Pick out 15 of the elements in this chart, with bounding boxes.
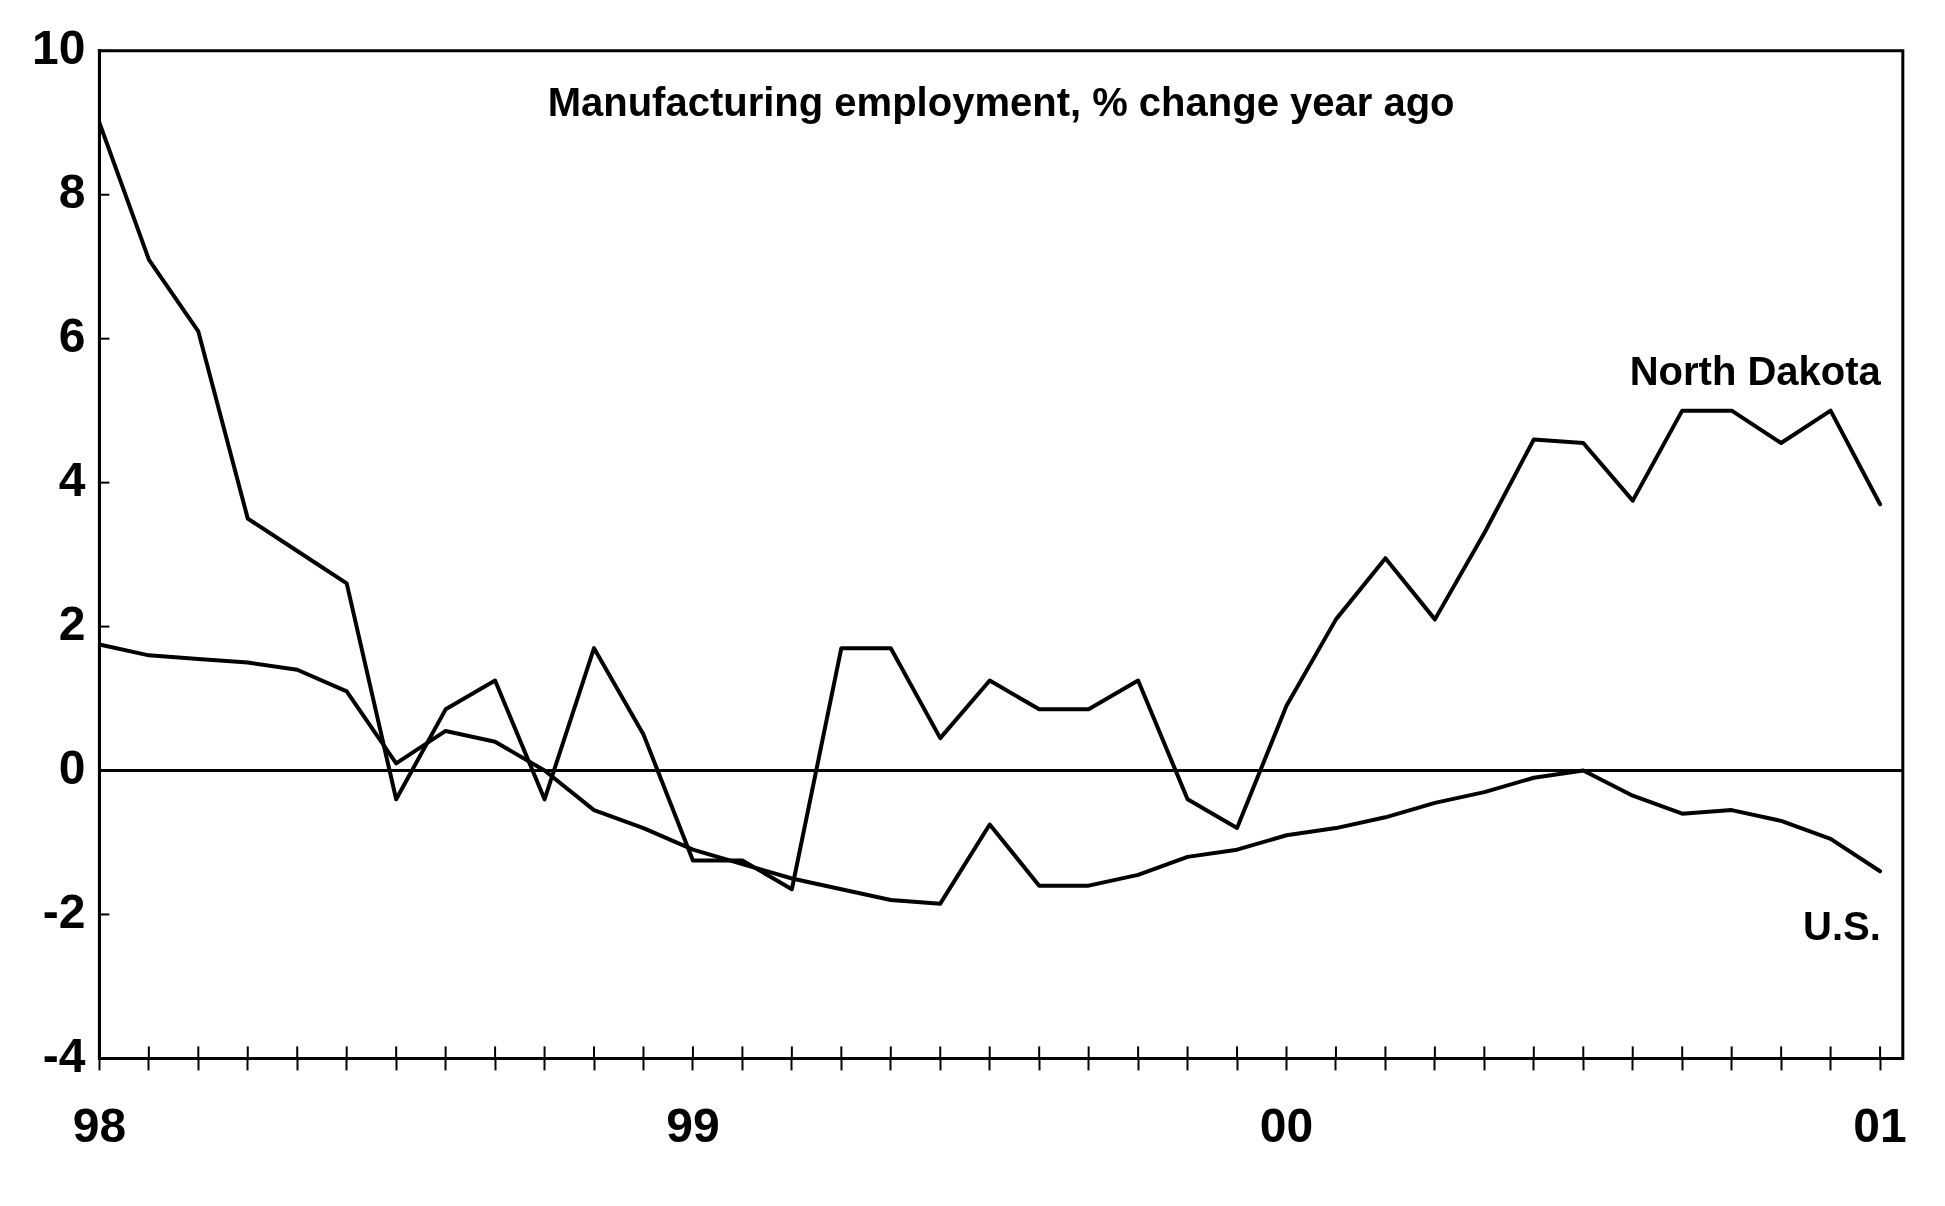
- x-tick-label: 98: [72, 1099, 127, 1153]
- y-tick-label: 10: [32, 21, 86, 75]
- x-tick-label: 99: [666, 1099, 720, 1153]
- y-tick-label: 2: [58, 596, 86, 650]
- y-tick-label: -2: [42, 884, 86, 938]
- x-tick-label: 00: [1259, 1099, 1314, 1153]
- series-label: U.S.: [1803, 904, 1881, 949]
- y-tick-label: -4: [42, 1028, 86, 1082]
- y-tick-label: 8: [58, 164, 86, 218]
- series-label: North Dakota: [1629, 349, 1882, 394]
- y-tick-label: 4: [58, 452, 86, 506]
- y-tick-label: 6: [58, 308, 86, 362]
- y-tick-label: 0: [58, 740, 86, 794]
- x-tick-label: 01: [1853, 1099, 1907, 1153]
- text: Manufacturing employment, % change year ago: [547, 79, 1455, 124]
